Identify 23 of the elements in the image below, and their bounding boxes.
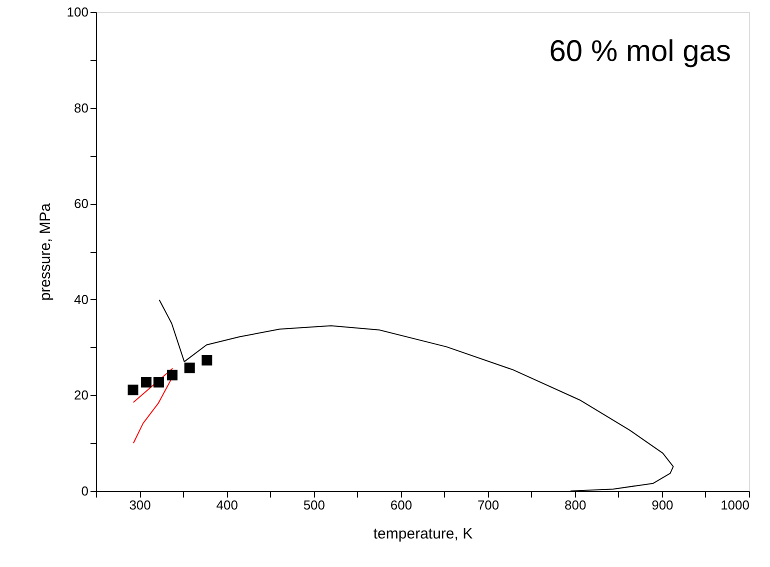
x-tick-label: 1000 xyxy=(720,498,750,512)
annotation: 60 % mol gas xyxy=(549,35,731,68)
x-tick-label: 300 xyxy=(129,498,151,512)
y-tick-label: 80 xyxy=(74,100,88,116)
point xyxy=(128,384,138,396)
x-axis-title: temperature, K xyxy=(373,526,473,542)
point xyxy=(153,377,164,388)
point xyxy=(202,354,212,366)
x-tick-label: 400 xyxy=(216,498,238,512)
x-tick-label: 700 xyxy=(477,498,500,512)
y-tick-label: 100 xyxy=(66,4,88,20)
y-tick-label: 40 xyxy=(74,292,88,307)
y-tick-label: 0 xyxy=(81,484,88,498)
x-tick-label: 500 xyxy=(303,498,326,512)
x-tick-label: 900 xyxy=(652,498,674,512)
point xyxy=(167,370,178,380)
x-tick-label: 800 xyxy=(564,498,586,512)
y-axis-title: pressure, MPa xyxy=(36,202,54,301)
point xyxy=(140,377,152,388)
y-tick-label: 20 xyxy=(74,388,88,403)
x-tick-label: 600 xyxy=(390,498,412,512)
y-tick-label: 60 xyxy=(74,196,88,212)
point xyxy=(184,362,195,374)
